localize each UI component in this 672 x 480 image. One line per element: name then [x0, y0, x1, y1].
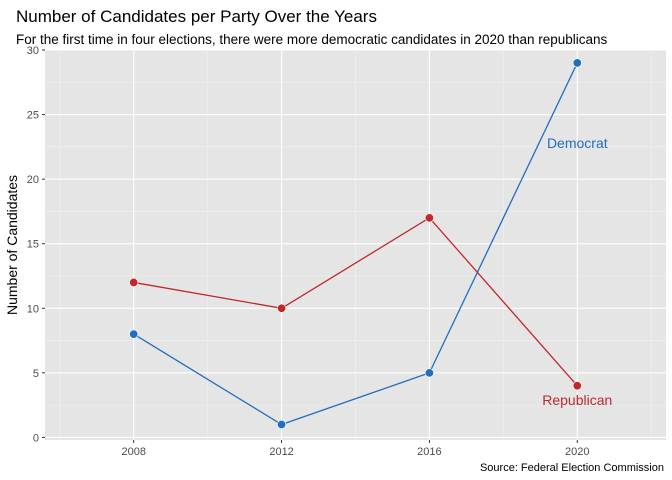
democrat-point: [129, 329, 139, 339]
y-tick-label: 15: [27, 239, 39, 251]
y-tick-label: 20: [27, 174, 39, 186]
y-axis-ticks: 0 5 10 15 20 25 30: [27, 45, 45, 444]
republican-point: [572, 381, 582, 391]
democrat-point: [572, 58, 582, 68]
y-tick-label: 25: [27, 110, 39, 122]
major-gridlines: [45, 49, 666, 440]
y-axis-label: Number of Candidates: [4, 175, 20, 315]
chart-caption: Source: Federal Election Commission: [480, 462, 664, 474]
republican-point: [424, 213, 434, 223]
y-tick-label: 0: [33, 432, 39, 444]
republican-series-label: Republican: [542, 392, 612, 408]
x-tick-label: 2008: [121, 446, 145, 458]
y-tick-label: 30: [27, 45, 39, 57]
republican-point: [129, 277, 139, 287]
y-tick-label: 10: [27, 303, 39, 315]
democrat-series-label: Democrat: [547, 135, 608, 151]
democrat-point: [277, 420, 287, 430]
x-tick-label: 2020: [565, 446, 589, 458]
democrat-point: [424, 368, 434, 378]
x-tick-label: 2012: [269, 446, 293, 458]
chart-title: Number of Candidates per Party Over the …: [16, 7, 377, 26]
y-tick-label: 5: [33, 368, 39, 380]
x-axis-ticks: 2008 2012 2016 2020: [121, 440, 590, 458]
republican-point: [277, 303, 287, 313]
series-group: Democrat Republican: [129, 58, 612, 430]
republican-line: [133, 217, 578, 387]
democrat-line: [133, 62, 578, 426]
chart-subtitle: For the first time in four elections, th…: [16, 32, 608, 47]
x-tick-label: 2016: [417, 446, 441, 458]
